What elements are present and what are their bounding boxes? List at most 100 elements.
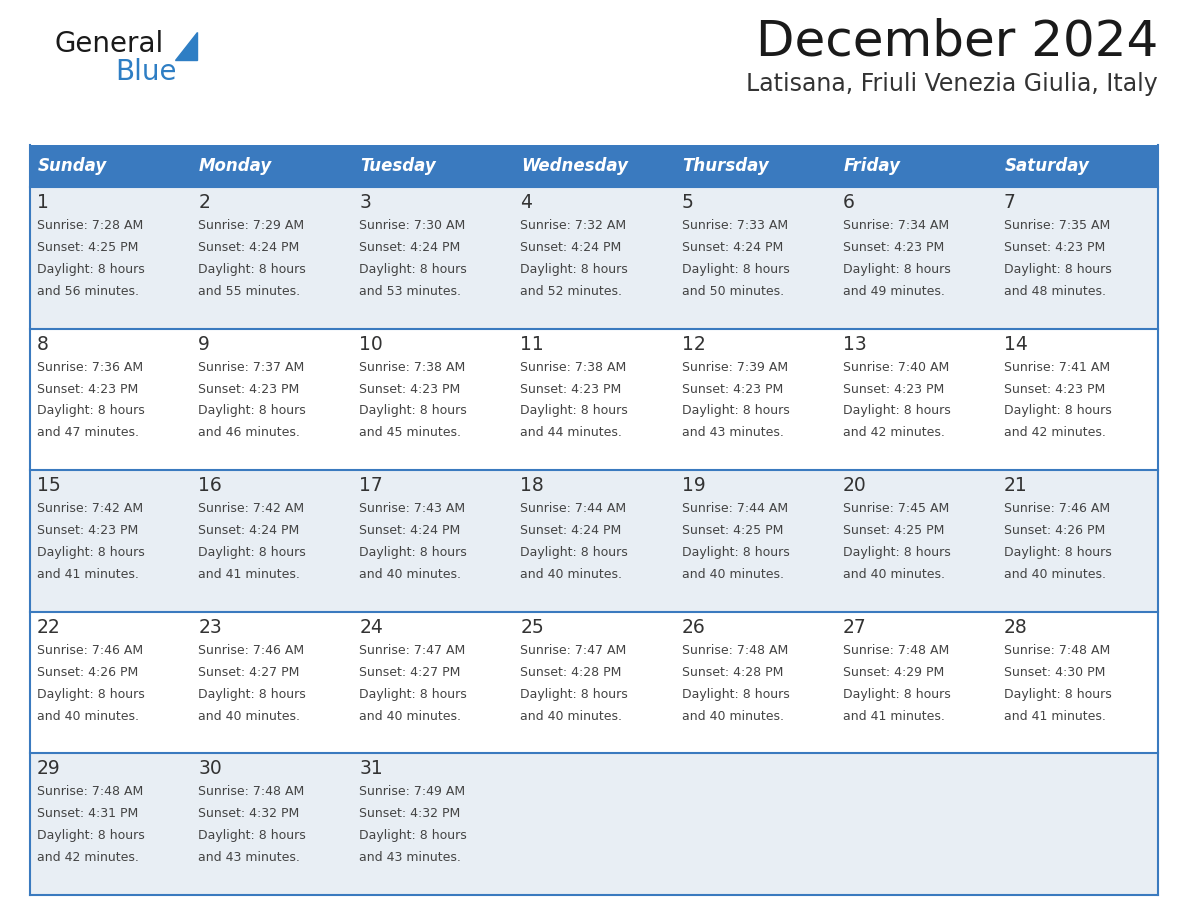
Text: and 49 minutes.: and 49 minutes. [842, 285, 944, 297]
Text: and 41 minutes.: and 41 minutes. [198, 568, 301, 581]
Text: Sunrise: 7:42 AM: Sunrise: 7:42 AM [37, 502, 143, 515]
Text: and 45 minutes.: and 45 minutes. [359, 427, 461, 440]
Text: Daylight: 8 hours: Daylight: 8 hours [842, 546, 950, 559]
Bar [191, 329, 353, 470]
Bar [191, 470, 353, 611]
Text: Sunset: 4:31 PM: Sunset: 4:31 PM [37, 807, 138, 821]
Bar [353, 611, 513, 754]
Text: Sunset: 4:24 PM: Sunset: 4:24 PM [520, 524, 621, 537]
Bar [513, 329, 675, 470]
Text: Sunset: 4:23 PM: Sunset: 4:23 PM [198, 383, 299, 396]
Bar [835, 470, 997, 611]
Text: Sunset: 4:24 PM: Sunset: 4:24 PM [198, 241, 299, 254]
Text: Sunrise: 7:30 AM: Sunrise: 7:30 AM [359, 219, 466, 232]
Text: Sunrise: 7:48 AM: Sunrise: 7:48 AM [1004, 644, 1110, 656]
Text: 31: 31 [359, 759, 383, 778]
Text: and 40 minutes.: and 40 minutes. [359, 568, 461, 581]
Text: Daylight: 8 hours: Daylight: 8 hours [520, 263, 628, 276]
Text: Daylight: 8 hours: Daylight: 8 hours [198, 405, 305, 418]
Text: Sunset: 4:25 PM: Sunset: 4:25 PM [37, 241, 138, 254]
Text: Sunrise: 7:33 AM: Sunrise: 7:33 AM [682, 219, 788, 232]
Text: 11: 11 [520, 334, 544, 353]
Text: 17: 17 [359, 476, 383, 495]
Text: Daylight: 8 hours: Daylight: 8 hours [1004, 546, 1112, 559]
Text: Daylight: 8 hours: Daylight: 8 hours [198, 546, 305, 559]
Text: Daylight: 8 hours: Daylight: 8 hours [359, 688, 467, 700]
Text: Sunrise: 7:36 AM: Sunrise: 7:36 AM [37, 361, 143, 374]
Text: Sunset: 4:26 PM: Sunset: 4:26 PM [37, 666, 138, 678]
Text: 22: 22 [37, 618, 61, 637]
Text: Sunrise: 7:32 AM: Sunrise: 7:32 AM [520, 219, 626, 232]
Bar [191, 754, 353, 895]
Text: Sunrise: 7:45 AM: Sunrise: 7:45 AM [842, 502, 949, 515]
Text: and 40 minutes.: and 40 minutes. [359, 710, 461, 722]
Bar [513, 754, 675, 895]
Text: Daylight: 8 hours: Daylight: 8 hours [520, 688, 628, 700]
Text: and 41 minutes.: and 41 minutes. [1004, 710, 1106, 722]
Text: Daylight: 8 hours: Daylight: 8 hours [198, 688, 305, 700]
Text: Daylight: 8 hours: Daylight: 8 hours [37, 263, 145, 276]
Text: Sunset: 4:24 PM: Sunset: 4:24 PM [198, 524, 299, 537]
Text: and 43 minutes.: and 43 minutes. [359, 851, 461, 864]
Text: 7: 7 [1004, 193, 1016, 212]
Bar [675, 754, 835, 895]
Text: 28: 28 [1004, 618, 1028, 637]
Text: and 43 minutes.: and 43 minutes. [198, 851, 301, 864]
Text: Sunrise: 7:44 AM: Sunrise: 7:44 AM [682, 502, 788, 515]
Text: Sunrise: 7:37 AM: Sunrise: 7:37 AM [198, 361, 304, 374]
Text: Sunrise: 7:34 AM: Sunrise: 7:34 AM [842, 219, 949, 232]
Text: and 52 minutes.: and 52 minutes. [520, 285, 623, 297]
Bar [997, 187, 1158, 329]
Text: and 40 minutes.: and 40 minutes. [842, 568, 944, 581]
Text: 8: 8 [37, 334, 49, 353]
Text: and 41 minutes.: and 41 minutes. [37, 568, 139, 581]
Bar [191, 187, 353, 329]
Text: Daylight: 8 hours: Daylight: 8 hours [842, 263, 950, 276]
Text: Sunrise: 7:41 AM: Sunrise: 7:41 AM [1004, 361, 1110, 374]
Text: 29: 29 [37, 759, 61, 778]
Text: Sunrise: 7:42 AM: Sunrise: 7:42 AM [198, 502, 304, 515]
Text: Tuesday: Tuesday [360, 157, 436, 175]
Text: 15: 15 [37, 476, 61, 495]
Bar [997, 470, 1158, 611]
Bar [30, 470, 191, 611]
Text: Sunset: 4:24 PM: Sunset: 4:24 PM [520, 241, 621, 254]
Text: and 40 minutes.: and 40 minutes. [520, 568, 623, 581]
Bar [30, 611, 191, 754]
Text: Wednesday: Wednesday [522, 157, 628, 175]
Text: and 42 minutes.: and 42 minutes. [37, 851, 139, 864]
Text: Daylight: 8 hours: Daylight: 8 hours [37, 405, 145, 418]
Bar [675, 329, 835, 470]
Text: Sunrise: 7:46 AM: Sunrise: 7:46 AM [37, 644, 143, 656]
Text: Friday: Friday [843, 157, 901, 175]
Text: Sunrise: 7:35 AM: Sunrise: 7:35 AM [1004, 219, 1110, 232]
Text: 2: 2 [198, 193, 210, 212]
Text: Sunset: 4:23 PM: Sunset: 4:23 PM [842, 383, 944, 396]
Text: 14: 14 [1004, 334, 1028, 353]
Text: Daylight: 8 hours: Daylight: 8 hours [37, 546, 145, 559]
Text: and 40 minutes.: and 40 minutes. [198, 710, 301, 722]
Text: 6: 6 [842, 193, 854, 212]
Text: 19: 19 [682, 476, 706, 495]
Bar [675, 187, 835, 329]
Text: Daylight: 8 hours: Daylight: 8 hours [842, 405, 950, 418]
Text: Sunday: Sunday [38, 157, 107, 175]
Text: Daylight: 8 hours: Daylight: 8 hours [359, 829, 467, 843]
Text: 12: 12 [682, 334, 706, 353]
Text: Sunset: 4:32 PM: Sunset: 4:32 PM [359, 807, 461, 821]
Text: Latisana, Friuli Venezia Giulia, Italy: Latisana, Friuli Venezia Giulia, Italy [746, 72, 1158, 96]
Text: and 43 minutes.: and 43 minutes. [682, 427, 783, 440]
Text: Sunset: 4:23 PM: Sunset: 4:23 PM [359, 383, 461, 396]
Text: Daylight: 8 hours: Daylight: 8 hours [198, 829, 305, 843]
Text: Sunrise: 7:38 AM: Sunrise: 7:38 AM [520, 361, 627, 374]
Bar [353, 329, 513, 470]
Text: Sunrise: 7:46 AM: Sunrise: 7:46 AM [198, 644, 304, 656]
Text: 25: 25 [520, 618, 544, 637]
Text: and 56 minutes.: and 56 minutes. [37, 285, 139, 297]
Bar [353, 187, 513, 329]
Text: 26: 26 [682, 618, 706, 637]
Text: 20: 20 [842, 476, 866, 495]
Text: 5: 5 [682, 193, 694, 212]
Text: Sunrise: 7:46 AM: Sunrise: 7:46 AM [1004, 502, 1110, 515]
Text: Sunrise: 7:40 AM: Sunrise: 7:40 AM [842, 361, 949, 374]
